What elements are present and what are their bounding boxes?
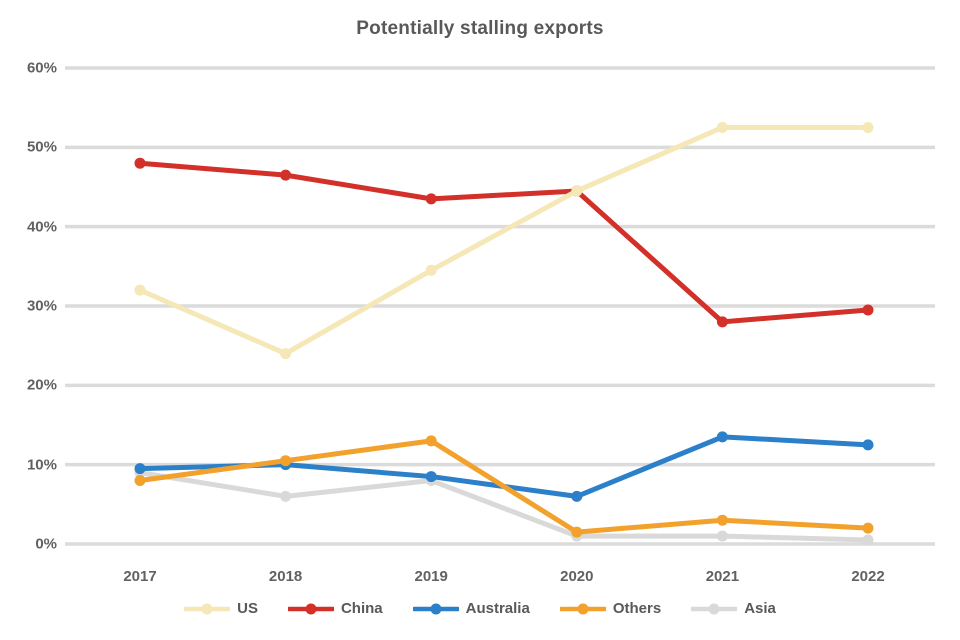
legend-item-US: US: [184, 600, 258, 617]
legend-label: Asia: [744, 600, 776, 617]
data-point-marker-Australia: [716, 431, 728, 443]
data-point-marker-Asia: [716, 530, 728, 542]
legend-item-Others: Others: [559, 600, 662, 617]
data-point-marker-Others: [425, 435, 437, 447]
legend-label: Australia: [465, 600, 530, 617]
series-line-Asia: [137, 470, 871, 543]
data-point-marker-US: [134, 284, 146, 296]
x-axis-tick-label: 2021: [705, 568, 740, 585]
y-axis-tick-label: 50%: [26, 138, 57, 156]
data-point-marker-US: [425, 264, 437, 276]
data-point-marker-Others: [134, 475, 146, 487]
data-point-marker-China: [280, 169, 292, 181]
legend-label: US: [237, 600, 258, 617]
y-axis-tick-label: 20%: [26, 376, 57, 394]
x-axis-tick-label: 2018: [268, 568, 303, 585]
y-axis-tick-label: 0%: [35, 535, 57, 553]
data-point-marker-Australia: [134, 463, 146, 475]
legend-item-China: China: [287, 600, 383, 617]
legend-line-marker-icon: [184, 603, 231, 614]
series-line-Others: [137, 438, 871, 535]
data-point-marker-Others: [280, 455, 292, 467]
x-axis-tick-label: 2017: [123, 568, 157, 585]
series-line-US: [137, 125, 871, 357]
legend-label: China: [340, 600, 383, 617]
data-point-marker-China: [425, 193, 437, 205]
data-point-marker-US: [280, 348, 292, 360]
data-point-marker-China: [134, 157, 146, 169]
series-line-China: [137, 160, 871, 325]
x-axis-tick-label: 2020: [560, 568, 594, 585]
legend-line-marker-icon: [691, 603, 738, 614]
legend-item-Australia: Australia: [412, 600, 530, 617]
y-axis-tick-label: 10%: [26, 456, 57, 474]
legend-line-marker-icon: [287, 603, 334, 614]
x-axis-tick-label: 2019: [414, 568, 448, 585]
legend-item-Asia: Asia: [691, 600, 776, 617]
data-point-marker-Others: [716, 514, 728, 526]
data-point-marker-Asia: [280, 490, 292, 502]
data-point-marker-US: [862, 122, 874, 133]
data-point-marker-Others: [862, 522, 874, 534]
data-point-marker-China: [862, 304, 874, 316]
legend: US China Australia Others Asia: [0, 600, 960, 617]
data-point-marker-Australia: [425, 471, 437, 483]
data-point-marker-US: [571, 185, 583, 197]
y-axis-tick-label: 60%: [26, 59, 57, 77]
data-point-marker-Australia: [862, 439, 874, 451]
data-point-marker-Asia: [862, 534, 874, 546]
x-axis-tick-label: 2022: [851, 568, 885, 585]
data-point-marker-Australia: [571, 490, 583, 502]
y-axis-tick-label: 40%: [26, 218, 57, 236]
data-point-marker-US: [716, 122, 728, 133]
data-point-marker-China: [716, 316, 728, 328]
legend-label: Others: [612, 600, 662, 617]
data-point-marker-Others: [571, 526, 583, 538]
legend-line-marker-icon: [559, 603, 606, 614]
legend-line-marker-icon: [412, 603, 459, 614]
chart-title: Potentially stalling exports: [356, 18, 604, 39]
y-axis-tick-label: 30%: [26, 297, 57, 315]
